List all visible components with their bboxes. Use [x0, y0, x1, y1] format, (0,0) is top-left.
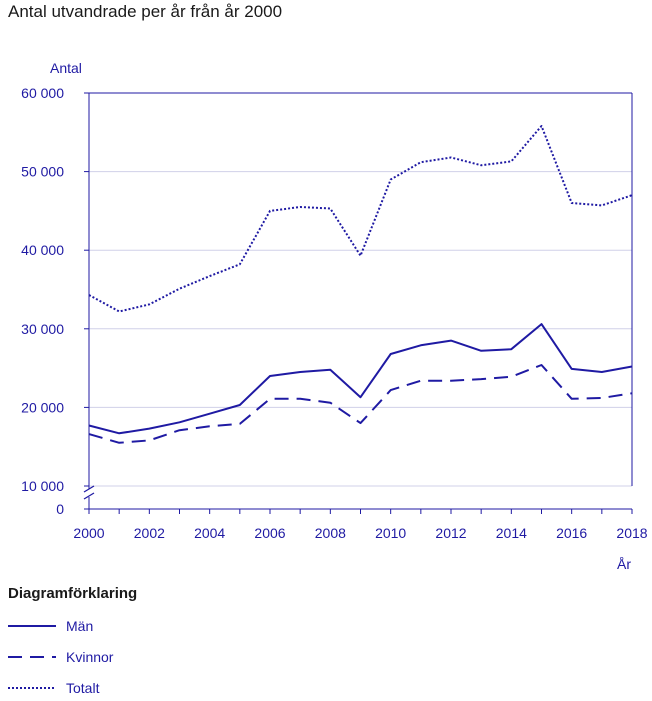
legend-item-kvinnor: Kvinnor [8, 647, 113, 667]
x-tick-label: 2018 [616, 525, 647, 541]
legend-title: Diagramförklaring [8, 585, 138, 602]
x-axis-title: År [617, 556, 631, 572]
x-tick-label: 2008 [315, 525, 346, 541]
x-tick-label: 2014 [496, 525, 527, 541]
series-line-mn [88, 323, 633, 435]
legend-swatch-dotted [8, 687, 56, 689]
series-line-totalt [88, 125, 633, 313]
y-tick-label: 0 [56, 501, 64, 517]
legend-label: Kvinnor [66, 649, 114, 665]
series-lines [88, 125, 633, 444]
legend-swatch-dashed [8, 656, 56, 658]
y-tick-label: 60 000 [21, 85, 64, 101]
axis-break-mark [83, 485, 95, 493]
legend-swatch-solid [8, 625, 56, 627]
y-tick-label: 20 000 [21, 399, 64, 415]
y-tick-label: 30 000 [21, 321, 64, 337]
y-tick-label: 40 000 [21, 242, 64, 258]
line-chart: Antal År 60 000 50 000 40 000 30 000 20 000 1… [21, 60, 648, 572]
series-line-kvinnor [88, 364, 633, 444]
x-tick-label: 2016 [556, 525, 587, 541]
x-tick-label: 2000 [73, 525, 104, 541]
y-tick-label: 10 000 [21, 478, 64, 494]
tick-labels: 60 000 50 000 40 000 30 000 20 000 10 000 0 200… [21, 85, 648, 541]
chart-title: Antal utvandrade per år från år 2000 [8, 2, 283, 21]
legend-label: Män [66, 618, 94, 634]
y-axis-title: Antal [50, 60, 82, 76]
x-tick-label: 2012 [435, 525, 466, 541]
y-tick-label: 50 000 [21, 164, 64, 180]
x-tick-label: 2004 [194, 525, 225, 541]
legend-item-totalt: Totalt [8, 678, 99, 698]
x-tick-label: 2002 [134, 525, 165, 541]
axes [83, 92, 633, 514]
x-tick-label: 2006 [254, 525, 285, 541]
grid-lines [89, 92, 632, 487]
axis-break-mark [83, 492, 95, 500]
legend-label: Totalt [66, 680, 100, 696]
legend-item-man: Män [8, 616, 93, 636]
x-tick-label: 2010 [375, 525, 406, 541]
